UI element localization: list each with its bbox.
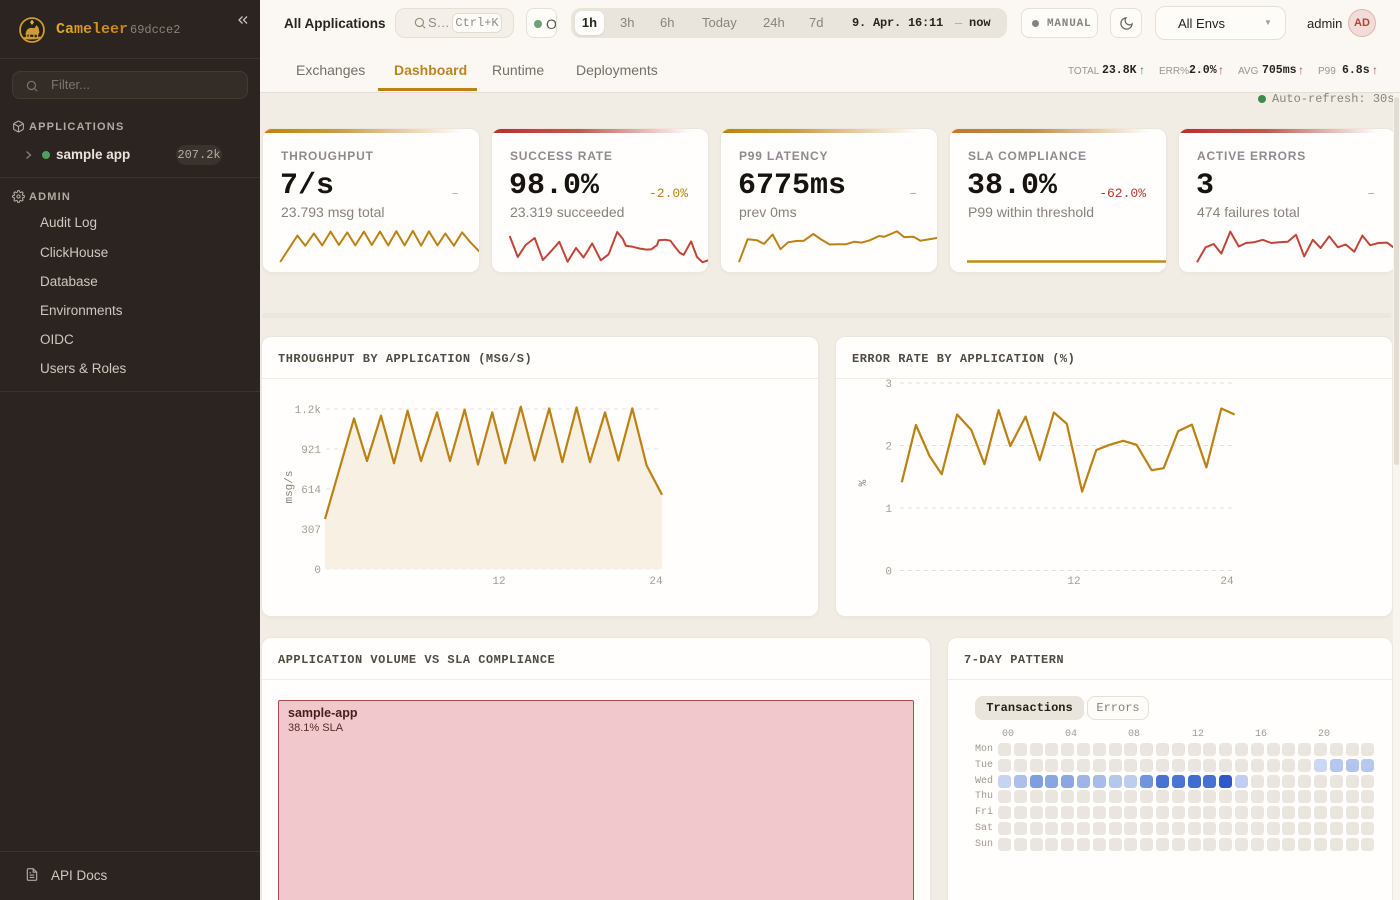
svg-text:3: 3 — [885, 379, 892, 391]
svg-text:1.2k: 1.2k — [295, 405, 322, 417]
svg-text:0: 0 — [885, 567, 892, 579]
svg-text:921: 921 — [301, 445, 321, 457]
svg-text:%: % — [858, 479, 870, 486]
svg-text:24: 24 — [649, 576, 663, 588]
svg-text:12: 12 — [492, 576, 505, 588]
svg-text:msg/s: msg/s — [284, 470, 296, 503]
svg-text:0: 0 — [314, 565, 321, 577]
svg-text:24: 24 — [1220, 576, 1234, 588]
svg-text:307: 307 — [301, 525, 321, 537]
svg-text:614: 614 — [301, 485, 321, 497]
svg-text:1: 1 — [885, 504, 892, 516]
svg-text:12: 12 — [1067, 576, 1080, 588]
svg-text:2: 2 — [885, 442, 892, 454]
